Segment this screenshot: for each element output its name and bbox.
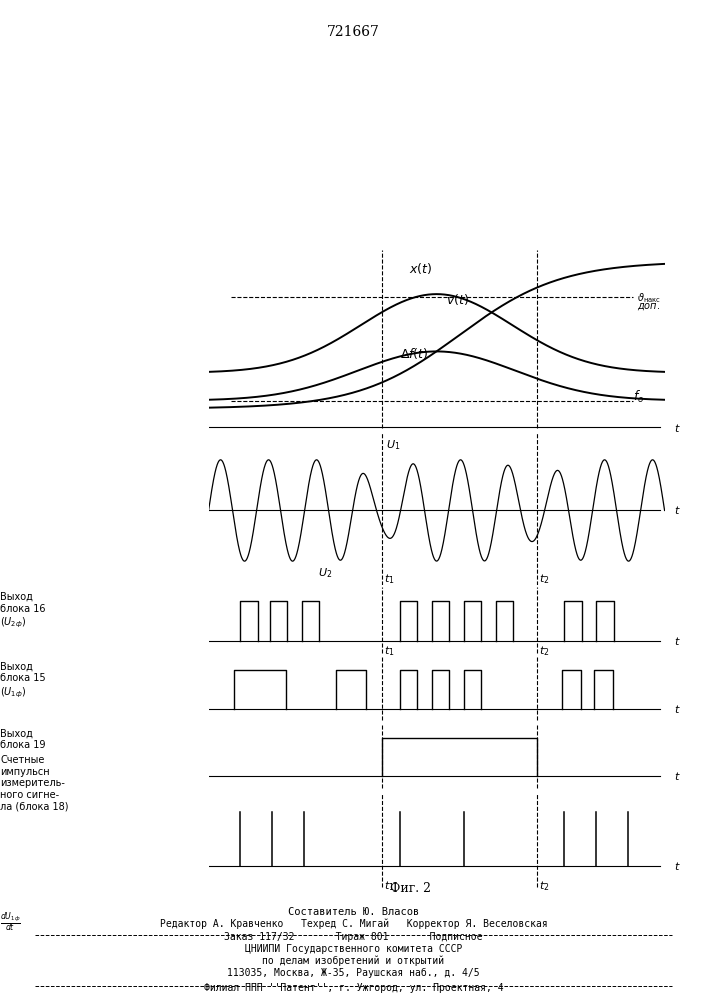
Text: Фиг. 2: Фиг. 2 — [390, 882, 431, 895]
Text: Филиал ППП ''Патент'', г. Ужгород, ул. Проектная, 4: Филиал ППП ''Патент'', г. Ужгород, ул. П… — [204, 983, 503, 993]
Text: $\frac{dU_{1ф}}{dt}$: $\frac{dU_{1ф}}{dt}$ — [0, 910, 21, 934]
Text: Выход
блока 19: Выход блока 19 — [0, 729, 45, 750]
Text: $\vartheta_{\rm накс}$: $\vartheta_{\rm накс}$ — [637, 291, 661, 305]
Text: $t_2$: $t_2$ — [539, 879, 549, 893]
Text: $t$: $t$ — [674, 635, 680, 647]
Text: $доп.$: $доп.$ — [637, 301, 660, 312]
Text: $t_2$: $t_2$ — [539, 644, 549, 658]
Text: $t_2$: $t_2$ — [539, 572, 549, 586]
Text: $f_o$: $f_o$ — [633, 389, 644, 405]
Text: $t_1$: $t_1$ — [384, 879, 395, 893]
Text: Счетные
импульсн
измеритель-
ного сигне-
ла (блока 18): Счетные импульсн измеритель- ного сигне-… — [0, 755, 69, 811]
Text: $U_2$: $U_2$ — [318, 566, 332, 580]
Text: Составитель Ю. Власов: Составитель Ю. Власов — [288, 907, 419, 917]
Text: $U_1$: $U_1$ — [387, 438, 401, 452]
Text: Выход
блока 15
$(U_{1ф})$: Выход блока 15 $(U_{1ф})$ — [0, 662, 46, 700]
Text: ЦНИИПИ Государственного комитета СССР: ЦНИИПИ Государственного комитета СССР — [245, 944, 462, 954]
Text: $t_1$: $t_1$ — [384, 644, 395, 658]
Text: $t$: $t$ — [674, 860, 680, 872]
Text: Заказ 117/32       Тираж 801       Подписное: Заказ 117/32 Тираж 801 Подписное — [224, 932, 483, 942]
Text: Редактор А. Кравченко   Техред С. Мигай   Корректор Я. Веселовская: Редактор А. Кравченко Техред С. Мигай Ко… — [160, 918, 547, 929]
Text: по делам изобретений и открытий: по делам изобретений и открытий — [262, 956, 445, 966]
Text: $t_1$: $t_1$ — [384, 572, 395, 586]
Text: $x(t)$: $x(t)$ — [409, 261, 433, 276]
Text: 721667: 721667 — [327, 25, 380, 39]
Text: $v(t)$: $v(t)$ — [445, 292, 469, 307]
Text: $t$: $t$ — [674, 422, 680, 434]
Text: Выход
блока 16
$(U_{2ф})$: Выход блока 16 $(U_{2ф})$ — [0, 592, 45, 630]
Text: 113035, Москва, Ж-35, Раушская наб., д. 4/5: 113035, Москва, Ж-35, Раушская наб., д. … — [227, 968, 480, 978]
Text: $t$: $t$ — [674, 703, 680, 715]
Text: $\Delta f(t)$: $\Delta f(t)$ — [400, 346, 428, 361]
Text: $t$: $t$ — [674, 504, 680, 516]
Text: $t$: $t$ — [674, 770, 680, 782]
